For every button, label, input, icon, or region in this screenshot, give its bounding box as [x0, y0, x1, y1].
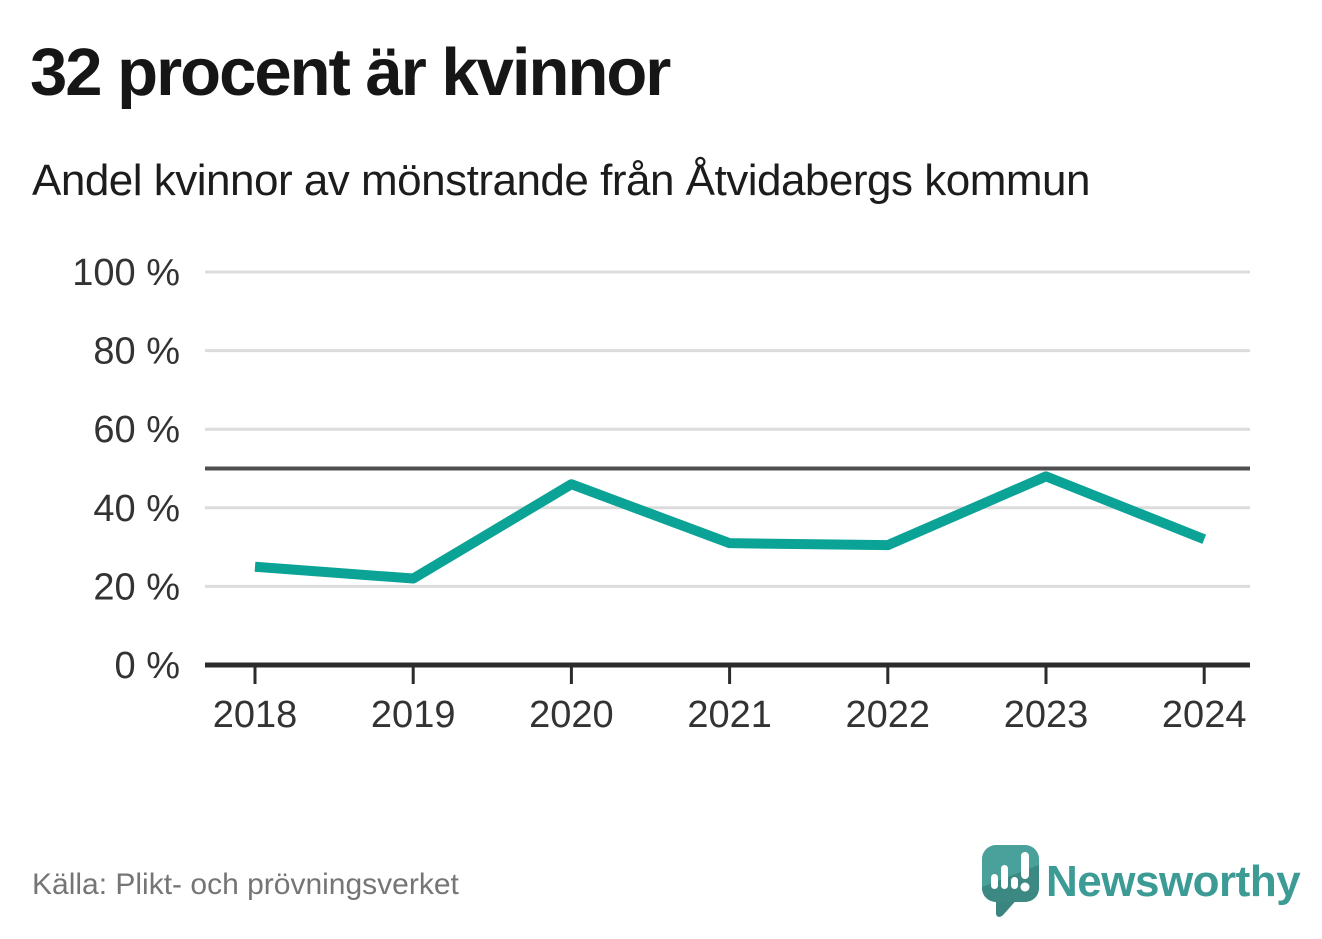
newsworthy-logo-icon	[982, 845, 1039, 917]
x-tick-label: 2023	[1004, 694, 1089, 736]
y-tick-label: 20 %	[93, 566, 180, 608]
page-title: 32 procent är kvinnor	[30, 35, 671, 110]
y-tick-label: 0 %	[115, 645, 180, 687]
y-tick-label: 80 %	[93, 331, 180, 373]
brand-lockup: Newsworthy	[980, 843, 1310, 923]
y-tick-label: 60 %	[93, 409, 180, 451]
x-tick-label: 2024	[1162, 694, 1247, 736]
source-text: Källa: Plikt- och prövningsverket	[32, 868, 459, 901]
page-subtitle: Andel kvinnor av mönstrande från Åtvidab…	[32, 156, 1090, 205]
y-tick-label: 40 %	[93, 488, 180, 530]
x-tick-label: 2021	[687, 694, 772, 736]
y-tick-label: 100 %	[72, 252, 180, 294]
x-tick-label: 2020	[529, 694, 614, 736]
data-line	[254, 471, 1207, 584]
x-tick-label: 2018	[213, 694, 298, 736]
x-tick-label: 2022	[846, 694, 931, 736]
line-chart: 0 % 20 % 40 % 60 % 80 % 100 % 2018 2019 2020 2021…	[72, 252, 1250, 736]
brand-name: Newsworthy	[1046, 857, 1301, 906]
x-tick-label: 2019	[371, 694, 456, 736]
